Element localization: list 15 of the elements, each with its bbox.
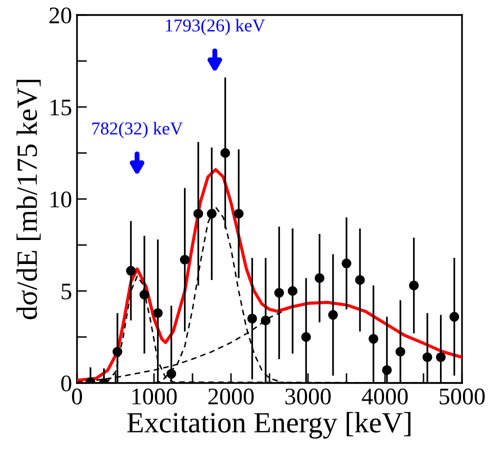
x-tick-label: 1000 [132,388,177,404]
x-axis-title: Excitation Energy [keV] [127,412,410,439]
x-tick-label: 2000 [208,388,254,404]
y-tick-label: 5 [62,284,72,300]
annotation: 782(32) keV [92,122,183,138]
x-tick-label: 0 [72,388,82,404]
y-tick-label: 20 [50,7,72,24]
y-axis-title: dσ/dE [mb/175 keV] [16,80,41,320]
x-tick-label: 5000 [440,388,485,404]
x-tick-label: 3000 [286,388,331,404]
annotation: 1793(26) keV [166,18,266,36]
x-tick-label: 4000 [362,388,408,404]
y-tick-label: 10 [50,191,72,208]
y-tick-label: 0 [61,375,72,392]
y-tick-label: 15 [50,100,72,116]
